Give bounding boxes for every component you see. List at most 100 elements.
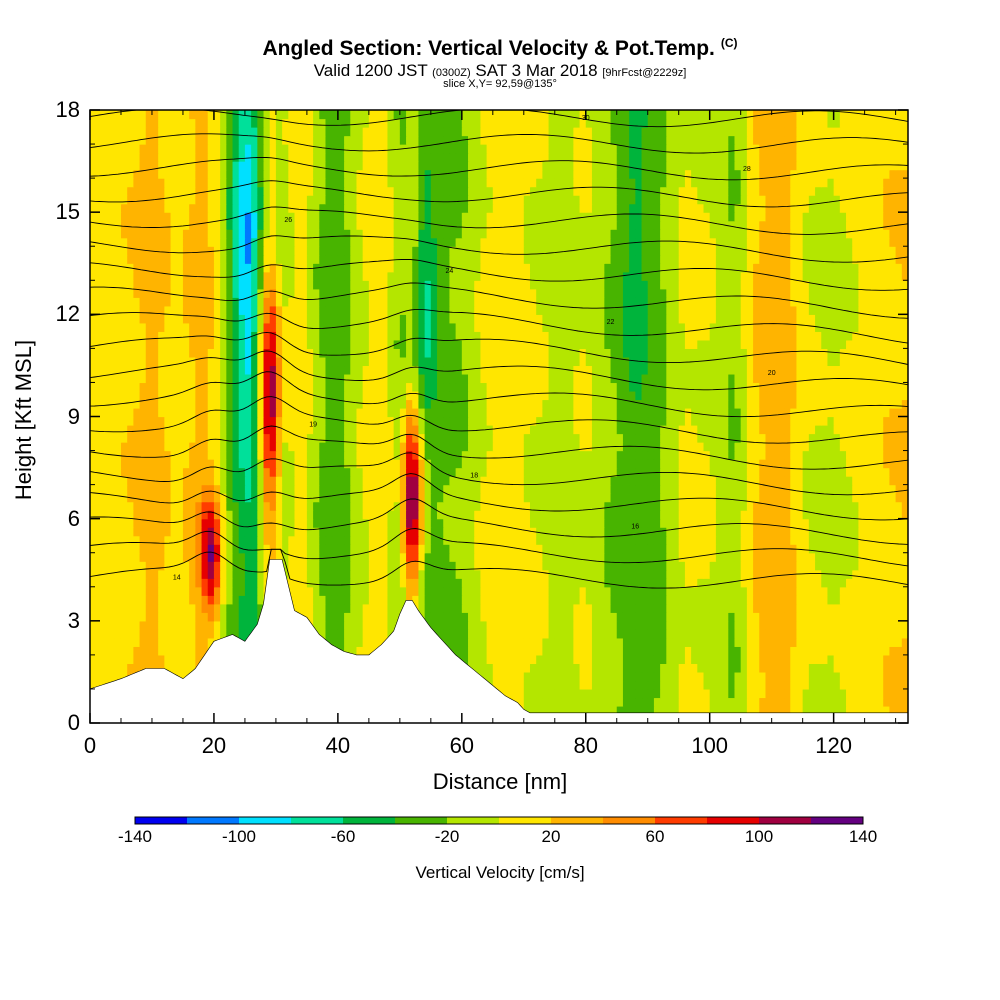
velocity-cell: [529, 493, 537, 503]
velocity-cell: [102, 637, 110, 647]
velocity-cell: [604, 646, 612, 656]
velocity-cell: [220, 586, 227, 596]
velocity-cell: [610, 518, 618, 528]
velocity-cell: [765, 663, 773, 673]
velocity-cell: [554, 663, 562, 673]
velocity-cell: [629, 603, 636, 613]
velocity-cell: [443, 518, 451, 528]
velocity-cell: [895, 552, 903, 562]
velocity-cell: [573, 586, 581, 596]
velocity-cell: [529, 433, 537, 443]
velocity-cell: [579, 569, 587, 579]
velocity-cell: [734, 637, 742, 647]
velocity-cell: [275, 552, 283, 562]
velocity-cell: [120, 612, 128, 622]
velocity-cell: [189, 510, 196, 520]
velocity-cell: [895, 561, 903, 571]
velocity-cell: [207, 510, 215, 520]
velocity-cell: [350, 586, 358, 596]
velocity-cell: [715, 467, 723, 477]
velocity-cell: [499, 586, 506, 596]
velocity-cell: [567, 407, 574, 418]
velocity-cell: [108, 578, 116, 588]
velocity-cell: [263, 510, 271, 520]
velocity-cell: [381, 535, 389, 545]
velocity-cell: [852, 629, 860, 639]
velocity-cell: [765, 407, 773, 418]
velocity-cell: [746, 646, 754, 656]
velocity-cell: [170, 544, 178, 554]
velocity-cell: [505, 535, 512, 545]
velocity-cell: [387, 501, 395, 511]
velocity-cell: [499, 399, 506, 409]
velocity-cell: [616, 425, 624, 435]
velocity-cell: [765, 476, 773, 486]
velocity-cell: [734, 501, 742, 511]
velocity-cell: [833, 535, 841, 545]
velocity-cell: [740, 459, 748, 469]
velocity-cell: [511, 535, 519, 545]
velocity-cell: [567, 578, 574, 588]
velocity-cell: [238, 433, 246, 443]
velocity-cell: [319, 561, 327, 571]
velocity-cell: [331, 493, 339, 503]
velocity-cell: [784, 425, 791, 435]
velocity-cell: [746, 527, 754, 537]
velocity-cell: [331, 603, 339, 613]
velocity-cell: [437, 450, 444, 460]
velocity-cell: [337, 484, 345, 494]
velocity-cell: [610, 476, 618, 486]
velocity-cell: [189, 578, 196, 588]
velocity-cell: [362, 535, 370, 545]
velocity-cell: [746, 578, 754, 588]
velocity-cell: [808, 595, 816, 605]
velocity-cell: [883, 586, 891, 596]
velocity-cell: [852, 416, 860, 426]
velocity-cell: [610, 612, 618, 622]
velocity-cell: [108, 612, 116, 622]
velocity-cell: [176, 416, 184, 426]
velocity-cell: [523, 484, 531, 494]
velocity-cell: [313, 442, 320, 452]
velocity-cell: [846, 688, 853, 699]
velocity-cell: [709, 680, 717, 690]
velocity-cell: [870, 569, 878, 579]
velocity-cell: [486, 433, 494, 443]
velocity-cell: [839, 646, 847, 656]
velocity-cell: [790, 459, 798, 469]
velocity-cell: [288, 544, 296, 554]
velocity-cell: [195, 433, 203, 443]
velocity-cell: [350, 535, 358, 545]
velocity-cell: [672, 680, 680, 690]
velocity-cell: [424, 459, 432, 469]
velocity-cell: [468, 620, 475, 630]
velocity-cell: [790, 586, 798, 596]
velocity-cell: [852, 612, 860, 622]
velocity-cell: [201, 646, 209, 656]
velocity-cell: [238, 595, 246, 605]
velocity-cell: [90, 612, 97, 622]
velocity-cell: [604, 612, 612, 622]
velocity-cell: [740, 603, 748, 613]
velocity-cell: [96, 442, 103, 452]
velocity-cell: [313, 527, 320, 537]
velocity-cell: [678, 467, 686, 477]
velocity-cell: [765, 654, 773, 664]
velocity-cell: [598, 484, 605, 494]
velocity-cell: [709, 586, 717, 596]
velocity-cell: [492, 612, 500, 622]
velocity-cell: [368, 416, 376, 426]
velocity-cell: [666, 561, 674, 571]
velocity-cell: [499, 535, 506, 545]
velocity-cell: [610, 646, 618, 656]
velocity-cell: [499, 459, 506, 469]
velocity-cell: [777, 578, 785, 588]
velocity-cell: [201, 467, 209, 477]
velocity-cell: [790, 595, 798, 605]
velocity-cell: [703, 501, 711, 511]
velocity-cell: [728, 442, 736, 452]
velocity-cell: [585, 637, 593, 647]
velocity-cell: [740, 510, 748, 520]
velocity-cell: [777, 637, 785, 647]
velocity-cell: [821, 586, 829, 596]
